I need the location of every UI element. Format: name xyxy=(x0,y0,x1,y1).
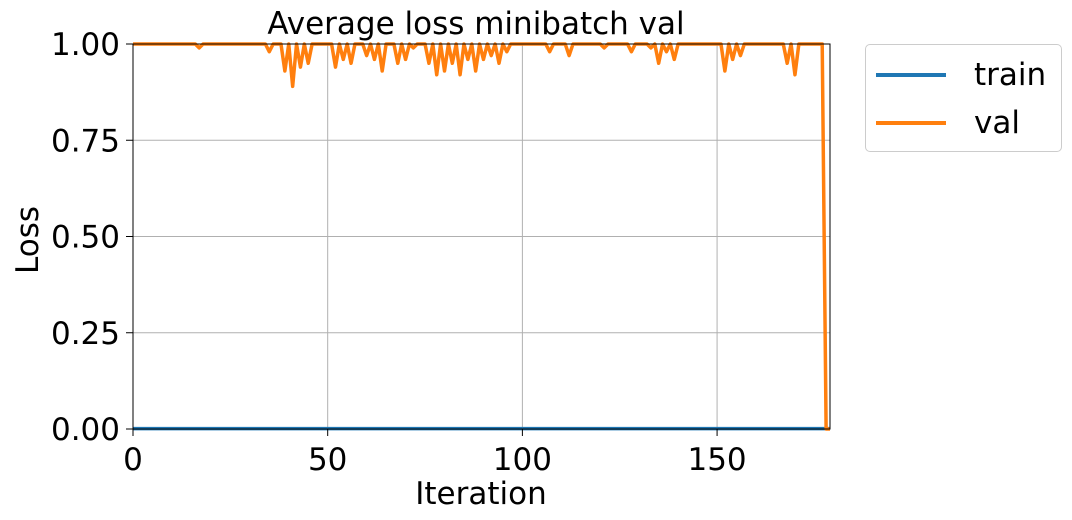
x-tick-label: 150 xyxy=(687,442,746,478)
y-tick-label: 0.25 xyxy=(51,316,120,352)
x-tick-label: 0 xyxy=(123,442,143,478)
x-axis-label: Iteration xyxy=(415,476,547,512)
legend-item-val: val xyxy=(876,103,1020,143)
legend-swatch-train xyxy=(876,73,946,77)
y-tick-label: 0.75 xyxy=(51,123,120,159)
y-tick-label: 0.50 xyxy=(51,220,120,256)
y-axis-label: Loss xyxy=(10,206,46,274)
legend-label-train: train xyxy=(974,57,1047,93)
x-tick-label: 100 xyxy=(493,442,552,478)
y-tick-label: 1.00 xyxy=(51,27,120,63)
legend: train val xyxy=(865,44,1062,152)
legend-label-val: val xyxy=(974,105,1020,141)
legend-swatch-val xyxy=(876,121,946,125)
legend-item-train: train xyxy=(876,55,1046,95)
x-tick-label: 50 xyxy=(308,442,347,478)
y-tick-label: 0.00 xyxy=(51,412,120,448)
axis-ticks: 0 50 100 150 0.00 0.25 0.50 0.75 1.00 xyxy=(51,27,747,478)
chart-title: Average loss minibatch val xyxy=(267,6,684,42)
